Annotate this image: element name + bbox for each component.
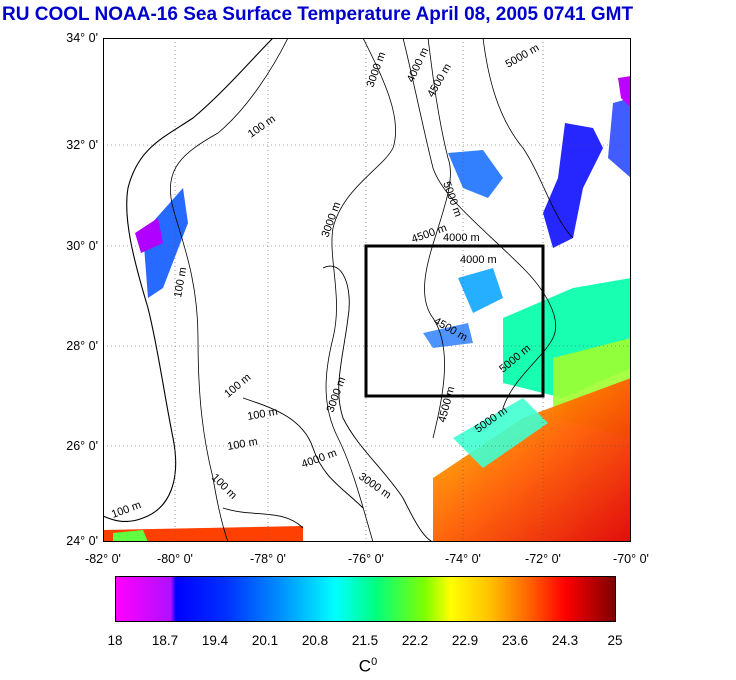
colorbar-label: 18 <box>107 633 123 648</box>
contour-label: 100 m <box>246 406 278 423</box>
sst-patch-center <box>448 150 503 198</box>
colorbar-label: 22.2 <box>401 633 429 648</box>
study-area-box <box>364 244 545 398</box>
sst-strip-south-green <box>113 530 148 542</box>
contour-label: 4000 m <box>443 232 480 244</box>
sst-patch-inbox-2 <box>423 323 473 348</box>
contour-label: 5000 m <box>504 42 542 71</box>
contour-label: 5000 m <box>440 180 464 219</box>
contour-label: 100 m <box>246 113 278 140</box>
contour-label: 3000 m <box>356 471 393 502</box>
contour-3000m <box>325 38 397 542</box>
lon-label: -72° 0' <box>525 552 561 566</box>
colorbar-label: 24.3 <box>551 633 579 648</box>
contour-4500m <box>424 38 451 439</box>
contour-label: 4000 m <box>405 46 431 84</box>
lat-label: 24° 0' <box>66 534 98 548</box>
map-frame <box>103 38 631 542</box>
sst-patch-north-east <box>543 123 603 248</box>
lon-label: -78° 0' <box>250 552 286 566</box>
coastline-florida <box>103 38 274 522</box>
contour-label: 3000 m <box>325 375 349 414</box>
sst-patch-florida-magenta <box>135 218 163 253</box>
sst-patch-inbox <box>458 268 503 313</box>
sst-patch-florida <box>143 188 188 298</box>
sst-patch-south-warm <box>433 378 631 542</box>
lat-label: 30° 0' <box>66 239 98 253</box>
contour-label: 100 m <box>172 266 189 298</box>
lon-label: -80° 0' <box>157 552 193 566</box>
contour-label: 100 m <box>222 371 253 400</box>
colorbar-label: 22.9 <box>451 633 479 648</box>
lat-label: 28° 0' <box>66 339 98 353</box>
colorbar-label: 19.4 <box>201 633 229 648</box>
sst-patch-magenta <box>618 76 631 108</box>
lat-label: 34° 0' <box>66 31 98 45</box>
colorbar-label: 21.5 <box>351 633 379 648</box>
contour-label: 3000 m <box>365 50 389 89</box>
lon-label: -82° 0' <box>85 552 121 566</box>
contour-label: 100 m <box>209 472 239 502</box>
contour-100m-shelf <box>170 38 289 542</box>
colorbar-label: 20.1 <box>251 633 279 648</box>
contour-label: 3000 m <box>320 200 344 239</box>
sst-map: 100 m 100 m 3000 m 4000 m 4500 m 5000 m … <box>103 38 631 542</box>
colorbar-unit: C0 <box>338 656 398 677</box>
lat-label: 32° 0' <box>66 138 98 152</box>
contour-label: 4500 m <box>425 62 454 100</box>
contour-label: 4500 m <box>436 385 457 424</box>
lon-label: -70° 0' <box>613 552 649 566</box>
colorbar-label: 20.8 <box>301 633 329 648</box>
lat-label: 26° 0' <box>66 439 98 453</box>
contour-5000m <box>482 38 574 239</box>
contour-label: 100 m <box>110 499 143 521</box>
colorbar-label: 23.6 <box>501 633 529 648</box>
colorbar <box>115 576 616 622</box>
colorbar-unit-text: C <box>358 656 372 676</box>
bahamas-banks <box>222 265 434 542</box>
colorbar-label: 25 <box>607 633 623 648</box>
lon-label: -74° 0' <box>445 552 481 566</box>
colorbar-label: 18.7 <box>151 633 179 648</box>
contour-label: 4000 m <box>300 447 339 471</box>
lon-label: -76° 0' <box>348 552 384 566</box>
sst-patch-north-east-2 <box>608 98 631 178</box>
contour-label: 4000 m <box>460 254 497 266</box>
colorbar-unit-sup: 0 <box>371 656 378 668</box>
contour-label: 100 m <box>226 436 258 453</box>
sst-strip-south <box>103 526 303 542</box>
map-title: RU COOL NOAA-16 Sea Surface Temperature … <box>2 4 634 25</box>
sst-patch-south-cyan <box>453 398 548 468</box>
